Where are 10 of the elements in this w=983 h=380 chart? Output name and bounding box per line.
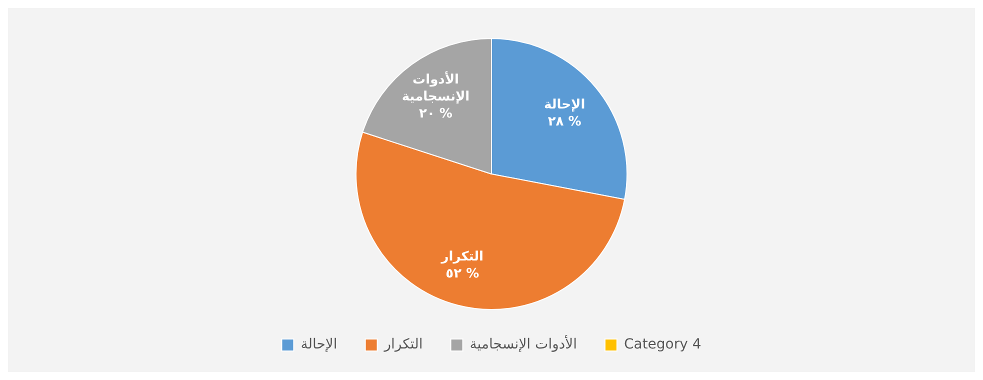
data-label: ٢٠ % bbox=[419, 106, 452, 122]
legend-label: التكرار bbox=[383, 336, 423, 353]
data-label: ٢٨ % bbox=[548, 114, 582, 130]
legend-label: Category 4 bbox=[624, 336, 702, 353]
slice-label: التكرار bbox=[440, 250, 484, 265]
slice-label: الأدوات الإنسجامية bbox=[402, 70, 470, 105]
slice-label: الإحالة bbox=[544, 97, 586, 112]
legend-label: الأدوات الإنسجامية bbox=[470, 334, 577, 353]
data-label: ٥٢ % bbox=[446, 266, 480, 282]
legend-label: الإحالة bbox=[300, 336, 338, 353]
